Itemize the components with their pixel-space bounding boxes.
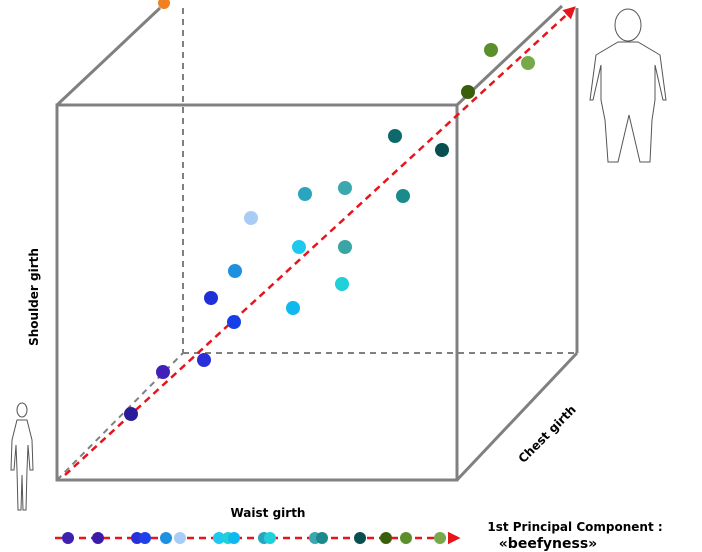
point (228, 532, 240, 544)
point (228, 264, 242, 278)
point (227, 315, 241, 329)
pc-arrow (65, 8, 574, 475)
point (244, 211, 258, 225)
point (158, 0, 170, 9)
point (435, 143, 449, 157)
point (62, 532, 74, 544)
thin-figure (11, 403, 33, 510)
point (380, 532, 392, 544)
point (335, 277, 349, 291)
point (521, 56, 535, 70)
point (197, 353, 211, 367)
shape (11, 420, 33, 510)
point (461, 85, 475, 99)
point (264, 532, 276, 544)
pca-diagram: Shoulder girth Waist girth Chest girth 1… (0, 0, 702, 552)
point (354, 532, 366, 544)
large-figure (590, 9, 666, 162)
point (124, 407, 138, 421)
point (484, 43, 498, 57)
shape (615, 9, 641, 41)
point (316, 532, 328, 544)
shape (57, 8, 160, 105)
z-axis-label: Chest girth (516, 403, 579, 466)
point (292, 240, 306, 254)
legend-name: «beefyness» (499, 536, 597, 552)
point (338, 240, 352, 254)
point (400, 532, 412, 544)
point (298, 187, 312, 201)
point (204, 291, 218, 305)
point (92, 532, 104, 544)
point (434, 532, 446, 544)
shape (57, 105, 457, 480)
x-axis-label: Waist girth (231, 506, 306, 520)
point (388, 129, 402, 143)
point (396, 189, 410, 203)
shape (17, 403, 27, 417)
point (286, 301, 300, 315)
point (160, 532, 172, 544)
shape (590, 42, 666, 162)
point (338, 181, 352, 195)
y-axis-label: Shoulder girth (27, 248, 41, 346)
legend-title: 1st Principal Component : (487, 520, 662, 534)
point (156, 365, 170, 379)
point (139, 532, 151, 544)
point (174, 532, 186, 544)
